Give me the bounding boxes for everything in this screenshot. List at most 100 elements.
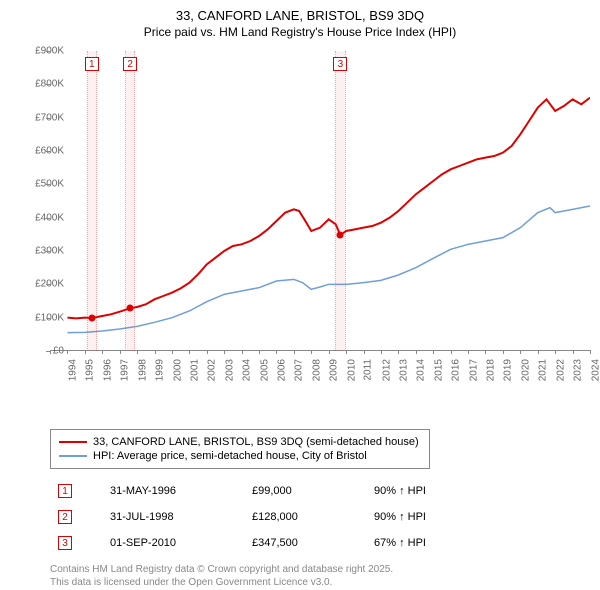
legend-label: 33, CANFORD LANE, BRISTOL, BS9 3DQ (semi…: [93, 436, 419, 448]
x-axis-tick: [381, 350, 382, 354]
x-axis-tick: [172, 350, 173, 354]
footnote-line2: This data is licensed under the Open Gov…: [50, 576, 600, 589]
x-axis-tick: [155, 350, 156, 354]
x-axis-label: 2013: [398, 359, 409, 381]
x-axis-label: 2017: [468, 359, 479, 381]
y-axis-tick: [46, 251, 50, 252]
y-axis-label: £0: [20, 346, 64, 357]
y-axis-tick: [46, 284, 50, 285]
x-axis-tick: [276, 350, 277, 354]
transaction-date: 01-SEP-2010: [104, 531, 244, 555]
x-axis-label: 2019: [503, 359, 514, 381]
x-axis-label: 2004: [241, 359, 252, 381]
transaction-price: £347,500: [246, 531, 366, 555]
x-axis-tick: [50, 350, 51, 354]
marker-dot: [88, 315, 95, 322]
x-axis-tick: [451, 350, 452, 354]
marker-number-box: 2: [123, 57, 137, 71]
transaction-price: £128,000: [246, 505, 366, 529]
x-axis-tick: [242, 350, 243, 354]
x-axis-tick: [520, 350, 521, 354]
x-axis-tick: [398, 350, 399, 354]
x-axis-label: 2010: [346, 359, 357, 381]
x-axis-tick: [259, 350, 260, 354]
x-axis-label: 2016: [450, 359, 461, 381]
plot-region: £0£100K£200K£300K£400K£500K£600K£700K£80…: [50, 51, 590, 351]
marker-band: [87, 51, 97, 351]
legend-row: 33, CANFORD LANE, BRISTOL, BS9 3DQ (semi…: [59, 435, 421, 449]
transaction-marker: 3: [58, 536, 72, 550]
x-axis-label: 1996: [102, 359, 113, 381]
x-axis-label: 2000: [172, 359, 183, 381]
marker-number-box: 1: [85, 57, 99, 71]
x-axis-tick: [590, 350, 591, 354]
y-axis-tick: [46, 84, 50, 85]
x-axis-tick: [137, 350, 138, 354]
x-axis-label: 1997: [120, 359, 131, 381]
transaction-row: 131-MAY-1996£99,00090% ↑ HPI: [52, 479, 528, 503]
transaction-pct: 90% ↑ HPI: [368, 505, 528, 529]
chart-area: £0£100K£200K£300K£400K£500K£600K£700K£80…: [30, 51, 590, 381]
chart-subtitle: Price paid vs. HM Land Registry's House …: [10, 25, 590, 39]
x-axis-label: 2024: [590, 359, 600, 381]
x-axis-label: 2014: [416, 359, 427, 381]
y-axis-label: £600K: [20, 146, 64, 157]
legend-swatch: [59, 455, 87, 457]
y-axis-tick: [46, 184, 50, 185]
marker-dot: [127, 305, 134, 312]
x-axis-label: 2012: [381, 359, 392, 381]
y-axis-tick: [46, 218, 50, 219]
y-axis-label: £700K: [20, 112, 64, 123]
x-axis-tick: [329, 350, 330, 354]
y-axis-label: £300K: [20, 246, 64, 257]
x-axis-tick: [207, 350, 208, 354]
x-axis-tick: [311, 350, 312, 354]
x-axis-label: 2022: [555, 359, 566, 381]
y-axis-label: £200K: [20, 279, 64, 290]
x-axis-label: 2006: [276, 359, 287, 381]
x-axis-tick: [573, 350, 574, 354]
footnote-line1: Contains HM Land Registry data © Crown c…: [50, 563, 600, 576]
x-axis-label: 2008: [311, 359, 322, 381]
x-axis-tick: [67, 350, 68, 354]
transaction-pct: 67% ↑ HPI: [368, 531, 528, 555]
x-axis-label: 1995: [85, 359, 96, 381]
x-axis-label: 1999: [154, 359, 165, 381]
x-axis-label: 2007: [294, 359, 305, 381]
marker-number-box: 3: [333, 57, 347, 71]
x-axis-tick: [364, 350, 365, 354]
x-axis-label: 2021: [538, 359, 549, 381]
transaction-pct: 90% ↑ HPI: [368, 479, 528, 503]
x-axis-tick: [224, 350, 225, 354]
x-axis-tick: [503, 350, 504, 354]
x-axis-label: 2020: [520, 359, 531, 381]
marker-dot: [337, 232, 344, 239]
transaction-marker: 1: [58, 484, 72, 498]
x-axis-tick: [485, 350, 486, 354]
legend-row: HPI: Average price, semi-detached house,…: [59, 449, 421, 463]
x-axis-tick: [189, 350, 190, 354]
transaction-row: 231-JUL-1998£128,00090% ↑ HPI: [52, 505, 528, 529]
footnote: Contains HM Land Registry data © Crown c…: [50, 563, 600, 589]
chart-title: 33, CANFORD LANE, BRISTOL, BS9 3DQ: [10, 8, 590, 23]
legend-label: HPI: Average price, semi-detached house,…: [93, 450, 367, 462]
y-axis-tick: [46, 151, 50, 152]
x-axis-label: 2011: [363, 359, 374, 381]
y-axis-tick: [46, 51, 50, 52]
x-axis-tick: [346, 350, 347, 354]
y-axis-label: £900K: [20, 46, 64, 57]
title-block: 33, CANFORD LANE, BRISTOL, BS9 3DQ Price…: [0, 0, 600, 43]
transaction-date: 31-JUL-1998: [104, 505, 244, 529]
x-axis-label: 2001: [189, 359, 200, 381]
x-axis-label: 2009: [329, 359, 340, 381]
x-axis-tick: [468, 350, 469, 354]
x-axis-tick: [433, 350, 434, 354]
legend: 33, CANFORD LANE, BRISTOL, BS9 3DQ (semi…: [50, 429, 430, 469]
marker-band: [335, 51, 345, 351]
x-axis-label: 2003: [224, 359, 235, 381]
y-axis-tick: [46, 318, 50, 319]
y-axis-tick: [46, 118, 50, 119]
x-axis-tick: [120, 350, 121, 354]
x-axis-label: 1998: [137, 359, 148, 381]
x-axis-label: 2002: [207, 359, 218, 381]
